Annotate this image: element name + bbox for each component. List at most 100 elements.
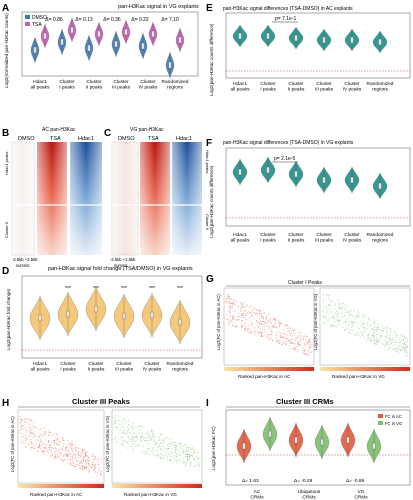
scatter-point xyxy=(166,458,169,460)
scatter-point xyxy=(94,464,96,466)
scatter-point xyxy=(36,451,38,453)
scatter-point xyxy=(83,455,85,457)
scatter-point xyxy=(376,340,378,342)
scatter-point xyxy=(172,451,174,453)
scatter-point xyxy=(281,333,283,335)
scatter-point xyxy=(237,305,239,307)
scatter-point xyxy=(308,338,310,340)
panel-g-left-points xyxy=(225,293,313,357)
scatter-point xyxy=(118,424,120,426)
scatter-point xyxy=(132,425,135,427)
scatter-point xyxy=(163,447,165,449)
panel-letter-c: C xyxy=(104,128,111,139)
scatter-point xyxy=(116,426,118,428)
scatter-point xyxy=(184,449,187,451)
scatter-point xyxy=(72,453,75,455)
scatter-point xyxy=(374,325,376,327)
scatter-point xyxy=(34,448,36,450)
scatter-point xyxy=(289,332,291,334)
scatter-point xyxy=(304,348,306,350)
scatter-point xyxy=(49,444,51,446)
scatter-point xyxy=(366,322,368,324)
scatter-point xyxy=(147,431,149,433)
scatter-point xyxy=(131,438,133,440)
scatter-point xyxy=(232,301,235,303)
scatter-point xyxy=(131,426,133,428)
scatter-point xyxy=(58,445,60,447)
scatter-point xyxy=(152,435,154,437)
scatter-point xyxy=(140,429,142,431)
scatter-point xyxy=(82,457,84,459)
scatter-point xyxy=(70,452,72,455)
scatter-point xyxy=(121,439,123,442)
scatter-point xyxy=(183,451,185,454)
scatter-point xyxy=(166,437,168,439)
panel-c: C VG pan-H3Kac DMSO TSA Hdac1 Hdac1 peak… xyxy=(104,127,210,268)
panel-e-category-label: Randomized regions xyxy=(367,81,394,93)
scatter-point xyxy=(94,472,96,474)
scatter-point xyxy=(169,438,171,440)
panel-f-category-label: Hdac1 all peaks xyxy=(231,232,251,244)
scatter-point xyxy=(367,323,369,325)
scatter-point xyxy=(403,353,405,355)
scatter-point xyxy=(138,433,140,435)
scatter-point xyxy=(132,423,134,425)
scatter-point xyxy=(343,329,345,331)
scatter-point xyxy=(241,313,243,315)
scatter-point xyxy=(277,339,279,341)
scatter-point xyxy=(185,455,187,458)
scatter-point xyxy=(122,442,124,445)
scatter-point xyxy=(372,329,374,331)
scatter-point xyxy=(229,321,232,323)
scatter-point xyxy=(152,447,154,449)
scatter-point xyxy=(182,461,185,463)
scatter-point xyxy=(192,453,195,455)
scatter-point xyxy=(83,449,86,451)
scatter-point xyxy=(25,419,27,421)
scatter-point xyxy=(291,339,293,341)
scatter-point xyxy=(351,321,353,323)
scatter-point xyxy=(84,467,86,469)
scatter-point xyxy=(169,460,171,462)
scatter-point xyxy=(309,347,311,349)
scatter-point xyxy=(299,337,302,339)
scatter-point xyxy=(373,336,375,339)
scatter-point xyxy=(232,315,234,317)
scatter-point xyxy=(294,343,296,345)
panel-c-col-dmso: DMSO xyxy=(118,136,135,142)
scatter-point xyxy=(62,445,65,448)
scatter-point xyxy=(155,441,157,443)
panel-f: F pan-H3Kac signal differences (TSA-DMSO… xyxy=(206,138,411,244)
scatter-point xyxy=(171,442,173,444)
panel-a-category-label: Randomized regions xyxy=(162,79,189,91)
scatter-point xyxy=(385,341,387,343)
scatter-point xyxy=(344,307,346,310)
scatter-point xyxy=(163,457,165,459)
scatter-point xyxy=(277,327,279,329)
panel-letter-a: A xyxy=(2,3,9,14)
panel-f-category-label: Cluster I peaks xyxy=(260,232,276,244)
scatter-point xyxy=(267,336,269,338)
panel-d-title: pan-H3Kac signal fold change (TSA/DMSO) … xyxy=(48,266,193,272)
scatter-point xyxy=(366,337,368,339)
scatter-point xyxy=(163,439,165,441)
scatter-point xyxy=(55,440,57,442)
scatter-point xyxy=(187,462,189,464)
scatter-point xyxy=(326,320,329,323)
scatter-point xyxy=(122,422,124,425)
scatter-point xyxy=(55,447,57,450)
scatter-point xyxy=(269,327,271,330)
scatter-point xyxy=(56,438,58,440)
legend-fc-vg-swatch xyxy=(378,421,383,425)
scatter-point xyxy=(240,308,242,310)
scatter-point xyxy=(33,434,35,436)
scatter-point xyxy=(340,303,342,305)
scatter-point xyxy=(190,454,193,456)
scatter-point xyxy=(295,336,297,338)
scatter-point xyxy=(392,341,395,343)
scatter-point xyxy=(326,294,328,296)
scatter-point xyxy=(255,313,257,315)
scatter-point xyxy=(288,330,290,332)
